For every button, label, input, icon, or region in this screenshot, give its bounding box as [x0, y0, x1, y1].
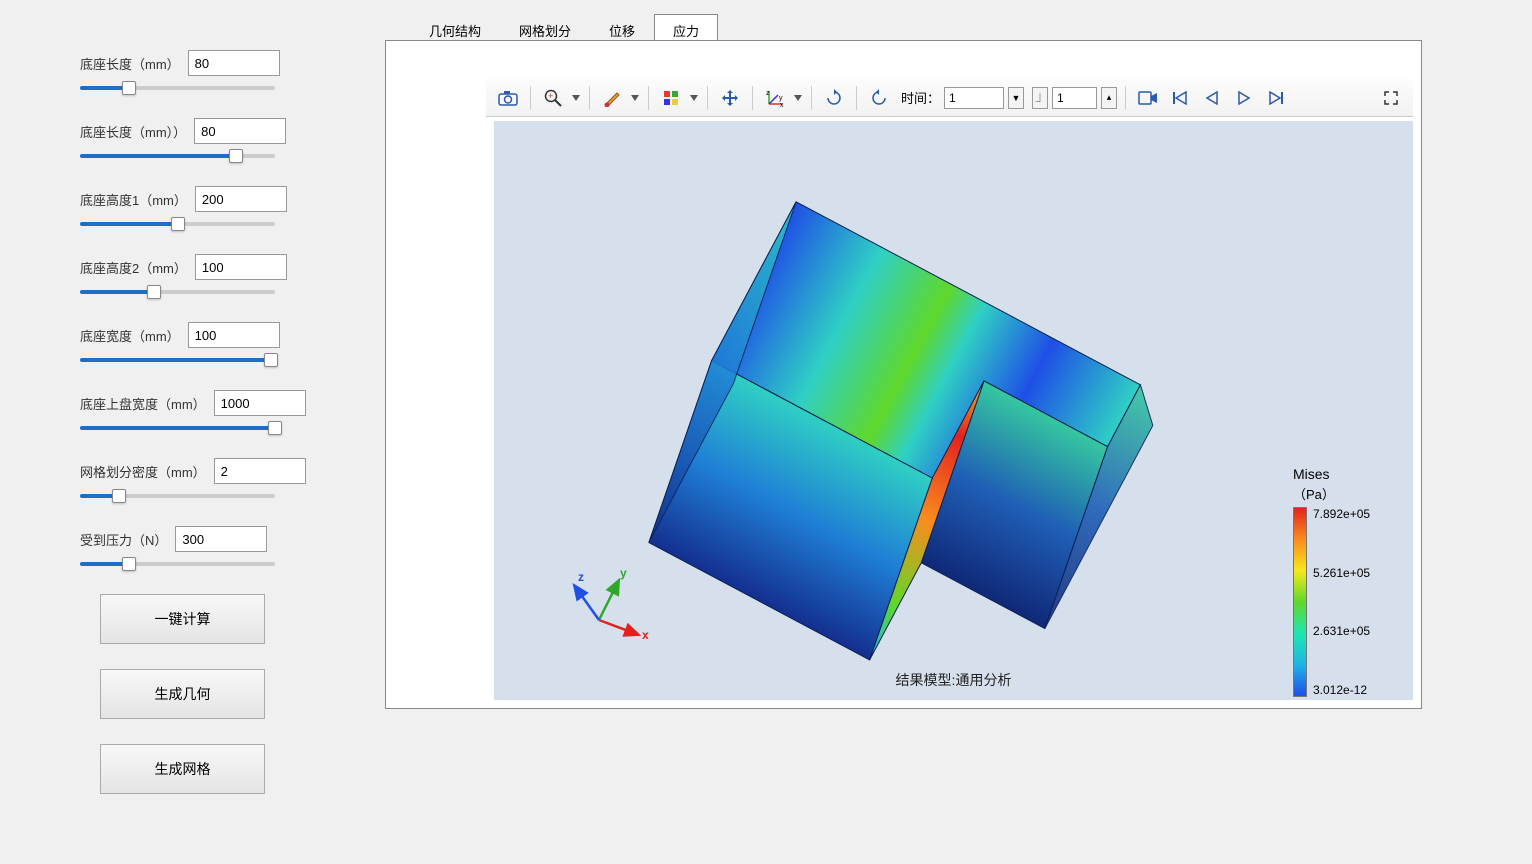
param-input[interactable] — [175, 526, 267, 552]
svg-text:y: y — [779, 95, 783, 102]
rotate-ccw-icon[interactable] — [865, 84, 893, 112]
param-group: 底座长度（mm）） — [80, 118, 280, 164]
legend-title: Mises — [1293, 466, 1393, 482]
toolbar-separator — [648, 86, 649, 110]
param-slider[interactable] — [80, 216, 275, 232]
param-slider[interactable] — [80, 556, 275, 572]
time-input[interactable] — [944, 87, 1004, 109]
param-label: 底座高度1（mm） — [80, 190, 187, 209]
param-group: 网格划分密度（mm） — [80, 458, 280, 504]
svg-text:y: y — [620, 566, 627, 580]
colormap-icon[interactable] — [657, 84, 685, 112]
frame-spinner-icon[interactable]: ▴ — [1101, 87, 1117, 109]
last-frame-icon[interactable] — [1262, 84, 1290, 112]
toolbar-separator — [707, 86, 708, 110]
toolbar-separator — [530, 86, 531, 110]
rotate-cw-icon[interactable] — [820, 84, 848, 112]
render-style-icon[interactable] — [598, 84, 626, 112]
fea-model-render — [644, 161, 1224, 661]
svg-text:x: x — [780, 102, 784, 107]
param-group: 受到压力（N） — [80, 526, 280, 572]
play-icon[interactable] — [1230, 84, 1258, 112]
color-legend: Mises （Pa） 7.892e+05 5.261e+05 2.631e+05 3.… — [1293, 466, 1393, 697]
legend-tick: 3.012e-12 — [1313, 683, 1370, 697]
param-slider[interactable] — [80, 352, 275, 368]
dropdown-arrow-icon[interactable] — [571, 95, 581, 101]
param-group: 底座宽度（mm） — [80, 322, 280, 368]
svg-text:x: x — [642, 628, 649, 642]
legend-unit: （Pa） — [1293, 484, 1393, 503]
dropdown-arrow-icon[interactable] — [689, 95, 699, 101]
param-input[interactable] — [214, 458, 306, 484]
gen-mesh-button[interactable]: 生成网格 — [100, 744, 265, 794]
parameters-sidebar: 底座长度（mm） 底座长度（mm）） 底座高度1（mm） 底座高度2（mm） — [0, 0, 385, 864]
axis-triad: x y z — [564, 565, 654, 645]
param-slider[interactable] — [80, 284, 275, 300]
legend-ticks: 7.892e+05 5.261e+05 2.631e+05 3.012e-12 — [1313, 507, 1370, 697]
param-slider[interactable] — [80, 80, 275, 96]
result-viewport: +yxz时间：▼⏌▴ — [385, 40, 1422, 709]
legend-tick: 2.631e+05 — [1313, 624, 1370, 638]
toolbar-separator — [1125, 86, 1126, 110]
param-input[interactable] — [214, 390, 306, 416]
param-label: 网格划分密度（mm） — [80, 462, 206, 481]
param-label: 底座上盘宽度（mm） — [80, 394, 206, 413]
param-label: 底座长度（mm）） — [80, 122, 186, 141]
legend-tick: 5.261e+05 — [1313, 566, 1370, 580]
pan-icon[interactable] — [716, 84, 744, 112]
zoom-icon[interactable]: + — [539, 84, 567, 112]
param-label: 底座长度（mm） — [80, 54, 180, 73]
dropdown-arrow-icon[interactable] — [793, 95, 803, 101]
svg-text:z: z — [578, 570, 584, 584]
plot-canvas[interactable]: x y z 结果模型:通用分析 Mises （Pa） 7.892e+05 5.26… — [494, 121, 1413, 700]
compute-button[interactable]: 一键计算 — [100, 594, 265, 644]
param-input[interactable] — [188, 50, 280, 76]
prev-frame-icon[interactable] — [1198, 84, 1226, 112]
param-input[interactable] — [195, 254, 287, 280]
svg-text:+: + — [548, 91, 553, 101]
result-model-label: 结果模型:通用分析 — [896, 670, 1012, 690]
param-slider[interactable] — [80, 148, 275, 164]
first-frame-icon[interactable] — [1166, 84, 1194, 112]
param-label: 底座宽度（mm） — [80, 326, 180, 345]
time-label: 时间： — [901, 88, 940, 107]
toolbar-separator — [752, 86, 753, 110]
legend-tick: 7.892e+05 — [1313, 507, 1370, 521]
param-group: 底座高度2（mm） — [80, 254, 280, 300]
toolbar-separator — [811, 86, 812, 110]
gen-geometry-button[interactable]: 生成几何 — [100, 669, 265, 719]
param-input[interactable] — [188, 322, 280, 348]
svg-text:z: z — [766, 90, 770, 97]
frame-step-icon[interactable]: ⏌ — [1032, 87, 1048, 109]
time-dropdown-icon[interactable]: ▼ — [1008, 87, 1024, 109]
screenshot-icon[interactable] — [494, 84, 522, 112]
record-icon[interactable] — [1134, 84, 1162, 112]
toolbar-separator — [856, 86, 857, 110]
param-group: 底座高度1（mm） — [80, 186, 280, 232]
param-input[interactable] — [194, 118, 286, 144]
fullscreen-icon[interactable] — [1377, 84, 1405, 112]
axes-icon[interactable]: yx z — [761, 84, 789, 112]
param-slider[interactable] — [80, 420, 275, 436]
param-label: 受到压力（N） — [80, 530, 167, 549]
param-group: 底座长度（mm） — [80, 50, 280, 96]
main-area: 几何结构网格划分位移应力 +yxz时间：▼⏌▴ — [385, 0, 1532, 864]
param-input[interactable] — [195, 186, 287, 212]
viewport-toolbar: + yx z 时间： ▼ ⏌ ▴ — [486, 79, 1413, 117]
param-label: 底座高度2（mm） — [80, 258, 187, 277]
dropdown-arrow-icon[interactable] — [630, 95, 640, 101]
param-group: 底座上盘宽度（mm） — [80, 390, 280, 436]
toolbar-separator — [589, 86, 590, 110]
param-slider[interactable] — [80, 488, 275, 504]
frame-input[interactable] — [1052, 87, 1097, 109]
legend-colorbar — [1293, 507, 1307, 697]
